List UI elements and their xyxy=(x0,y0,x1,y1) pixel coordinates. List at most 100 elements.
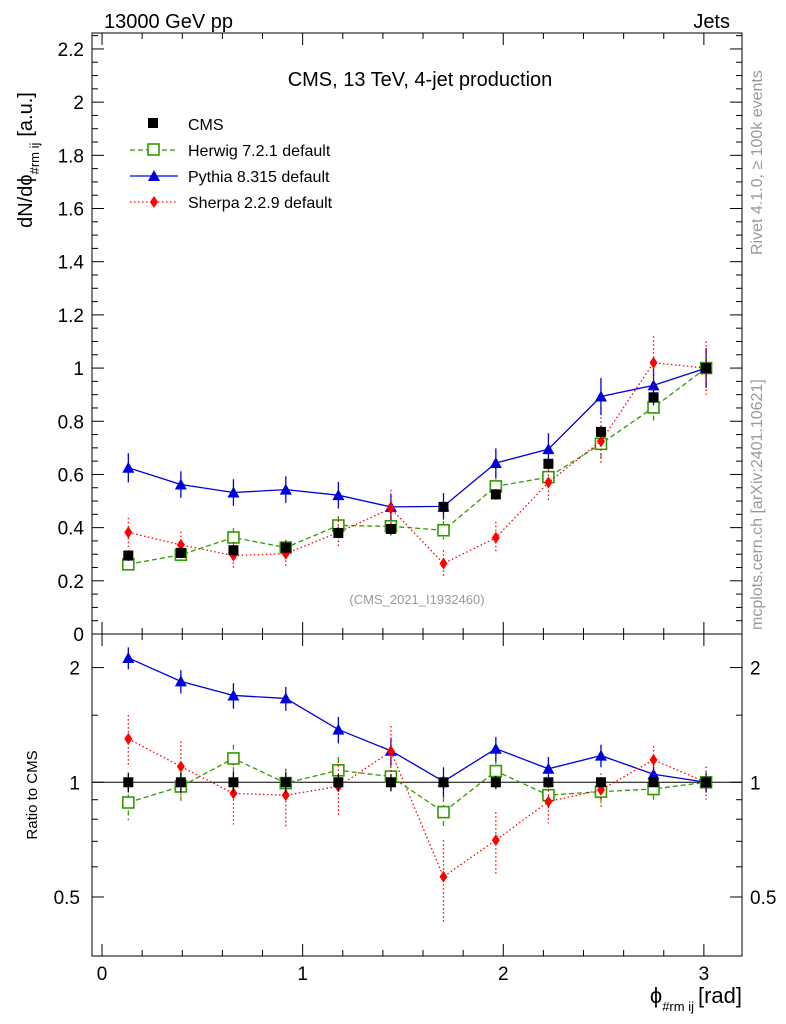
x-tick-label: 3 xyxy=(699,964,710,985)
ratio-point-pythia xyxy=(122,651,135,663)
main-point-pythia xyxy=(332,489,345,501)
y-tick-label: 0.2 xyxy=(58,572,84,593)
ratio-point-sherpa xyxy=(544,795,553,808)
ratio-point-herwig xyxy=(122,796,135,809)
main-line-pythia xyxy=(128,367,707,508)
ratio-point-herwig xyxy=(489,764,503,778)
ratio-point-sherpa xyxy=(176,760,185,773)
ratio-point-pythia xyxy=(279,692,292,704)
legend-label-sherpa: Sherpa 2.2.9 default xyxy=(188,195,333,212)
main-point-cms xyxy=(333,527,344,538)
y-tick-label: 0 xyxy=(73,625,84,646)
x-axis-label-sub: #rm ij xyxy=(662,999,694,1014)
ratio-point-sherpa xyxy=(124,732,133,745)
main-point-sherpa xyxy=(439,557,448,570)
ratio-line-sherpa xyxy=(128,738,707,878)
y-axis-label-sub: #rm ij xyxy=(27,143,42,175)
y-tick-label: 1.8 xyxy=(58,146,84,167)
ratio-point-cms xyxy=(123,777,134,788)
ratio-tick-label-right: 0.5 xyxy=(750,888,776,909)
main-point-herwig xyxy=(227,531,240,544)
x-axis-label: ϕ#rm ij [rad] xyxy=(650,983,742,1014)
ratio-point-pythia xyxy=(594,749,607,761)
axes-layer: 0 0.2 0.4 0.6 0.8 1 1.2 1.4 1.6 1.8 2 2.2 0.5 0.5 1 1 2 2… xyxy=(54,33,776,985)
main-point-pythia xyxy=(542,443,555,455)
main-point-cms xyxy=(648,392,659,403)
main-point-cms xyxy=(701,363,712,374)
main-point-sherpa xyxy=(544,476,553,489)
legend-marker-herwig xyxy=(147,143,160,156)
main-point-cms xyxy=(490,489,501,500)
ratio-tick-label-right: 2 xyxy=(750,659,761,680)
main-point-pythia xyxy=(122,461,135,473)
main-point-pythia xyxy=(227,486,240,498)
ratio-point-pythia xyxy=(489,742,502,754)
x-tick-label: 1 xyxy=(297,964,308,985)
main-point-pythia xyxy=(279,483,292,495)
main-point-cms xyxy=(595,426,606,437)
ratio-point-sherpa xyxy=(229,787,238,800)
legend-marker-cms xyxy=(148,118,158,128)
main-point-cms xyxy=(175,547,186,558)
main-point-sherpa xyxy=(124,526,133,539)
main-line-sherpa xyxy=(128,362,707,565)
ratio-point-herwig xyxy=(437,805,450,819)
ratio-tick-label-left: 2 xyxy=(69,659,80,680)
ratio-line-herwig xyxy=(128,757,707,813)
ratio-point-cms xyxy=(490,777,501,788)
series-herwig xyxy=(122,349,713,829)
ratio-tick-label-right: 1 xyxy=(750,773,761,794)
main-point-cms xyxy=(438,501,449,512)
ratio-tick-label-left: 1 xyxy=(69,773,80,794)
ratio-line-pythia xyxy=(128,657,707,783)
main-point-sherpa xyxy=(649,356,658,369)
main-point-cms xyxy=(385,523,396,534)
analysis-watermark: (CMS_2021_I1932460) xyxy=(349,592,484,607)
y-tick-label: 0.4 xyxy=(58,519,85,540)
ratio-point-pythia xyxy=(227,689,240,701)
series-sherpa xyxy=(124,336,711,924)
main-point-sherpa xyxy=(491,531,500,544)
legend-marker-sherpa xyxy=(150,196,158,208)
ratio-point-pythia xyxy=(332,723,345,735)
y-tick-label: 1.6 xyxy=(58,200,84,221)
ratio-plot-frame xyxy=(91,633,743,957)
legend-item-pythia: Pythia 8.315 default xyxy=(130,169,330,186)
ratio-point-sherpa xyxy=(491,834,500,847)
ratio-point-sherpa xyxy=(649,753,658,766)
y-tick-label: 2.2 xyxy=(58,40,84,61)
y-tick-label: 0.6 xyxy=(58,465,84,486)
y-axis-label-main: dN/dϕ xyxy=(15,174,37,227)
ratio-y-axis-label: Ratio to CMS xyxy=(24,750,41,839)
ratio-point-cms xyxy=(333,777,344,788)
legend-marker-pythia xyxy=(148,170,160,181)
main-point-pythia xyxy=(594,390,607,402)
legend: CMS Herwig 7.2.1 default Pythia 8.315 de… xyxy=(130,117,333,212)
main-point-herwig xyxy=(437,523,450,537)
legend-item-herwig: Herwig 7.2.1 default xyxy=(130,143,331,160)
main-point-sherpa xyxy=(386,502,395,515)
ratio-point-pythia xyxy=(647,768,660,780)
main-point-pythia xyxy=(489,457,502,469)
main-point-cms xyxy=(123,550,134,561)
y-tick-label: 0.8 xyxy=(58,412,84,433)
legend-label-pythia: Pythia 8.315 default xyxy=(188,169,330,186)
legend-label-cms: CMS xyxy=(188,117,224,134)
header-energy-label: 13000 GeV pp xyxy=(104,11,233,33)
y-tick-label: 1.2 xyxy=(58,306,84,327)
legend-item-cms: CMS xyxy=(148,117,224,134)
x-tick-label: 0 xyxy=(97,964,108,985)
main-point-cms xyxy=(280,542,291,553)
ratio-point-cms xyxy=(648,777,659,788)
ratio-tick-label-left: 0.5 xyxy=(54,888,80,909)
main-point-pythia xyxy=(174,478,187,490)
x-tick-label: 2 xyxy=(498,964,509,985)
ratio-point-pythia xyxy=(542,762,555,774)
ratio-point-cms xyxy=(280,777,291,788)
legend-item-sherpa: Sherpa 2.2.9 default xyxy=(130,195,333,212)
main-point-cms xyxy=(543,458,554,469)
main-point-cms xyxy=(228,545,239,556)
mcplots-label: mcplots.cern.ch [arXiv:2401.10621] xyxy=(749,379,766,630)
y-tick-label: 1.4 xyxy=(58,253,85,274)
